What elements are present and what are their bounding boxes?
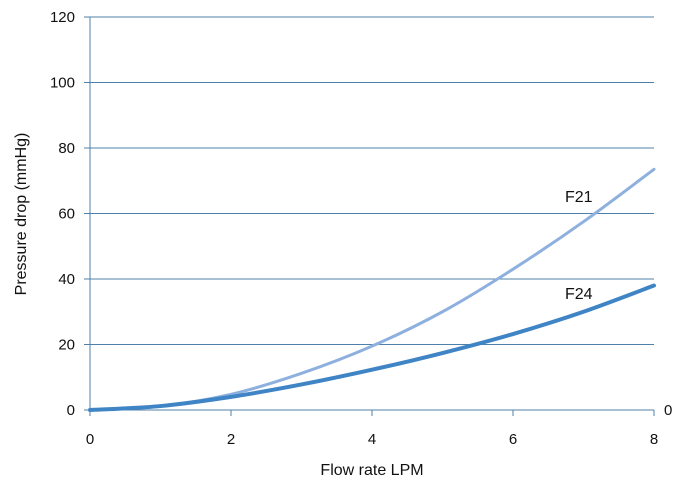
grid-layer: [90, 16, 654, 345]
y-tick-label-100: 100: [50, 75, 75, 92]
series-line-f24: [88, 283, 656, 412]
right-axis-label: 0: [664, 402, 672, 419]
x-tick-label-2: 2: [227, 431, 235, 448]
y-tick-label-60: 60: [58, 206, 75, 223]
y-tick-label-80: 80: [58, 140, 75, 157]
y-tick-label-40: 40: [58, 271, 75, 288]
x-tick-label-0: 0: [86, 431, 94, 448]
x-axis-title: Flow rate LPM: [320, 462, 423, 479]
labels-layer: 0 20 40 60 80 100 120 0 2 4 6 8 F21 F24: [50, 9, 658, 448]
x-tick-label-8: 8: [650, 431, 658, 448]
series-label-f24: F24: [565, 286, 593, 303]
x-tick-label-4: 4: [368, 431, 376, 448]
y-tick-label-0: 0: [67, 402, 75, 419]
x-tick-label-6: 6: [509, 431, 517, 448]
series-layer: [88, 167, 656, 412]
y-tick-label-20: 20: [58, 337, 75, 354]
axes-layer: [84, 16, 655, 416]
y-axis-title: Pressure drop (mmHg): [13, 133, 30, 296]
series-label-f21: F21: [565, 189, 593, 206]
y-tick-label-120: 120: [50, 9, 75, 26]
